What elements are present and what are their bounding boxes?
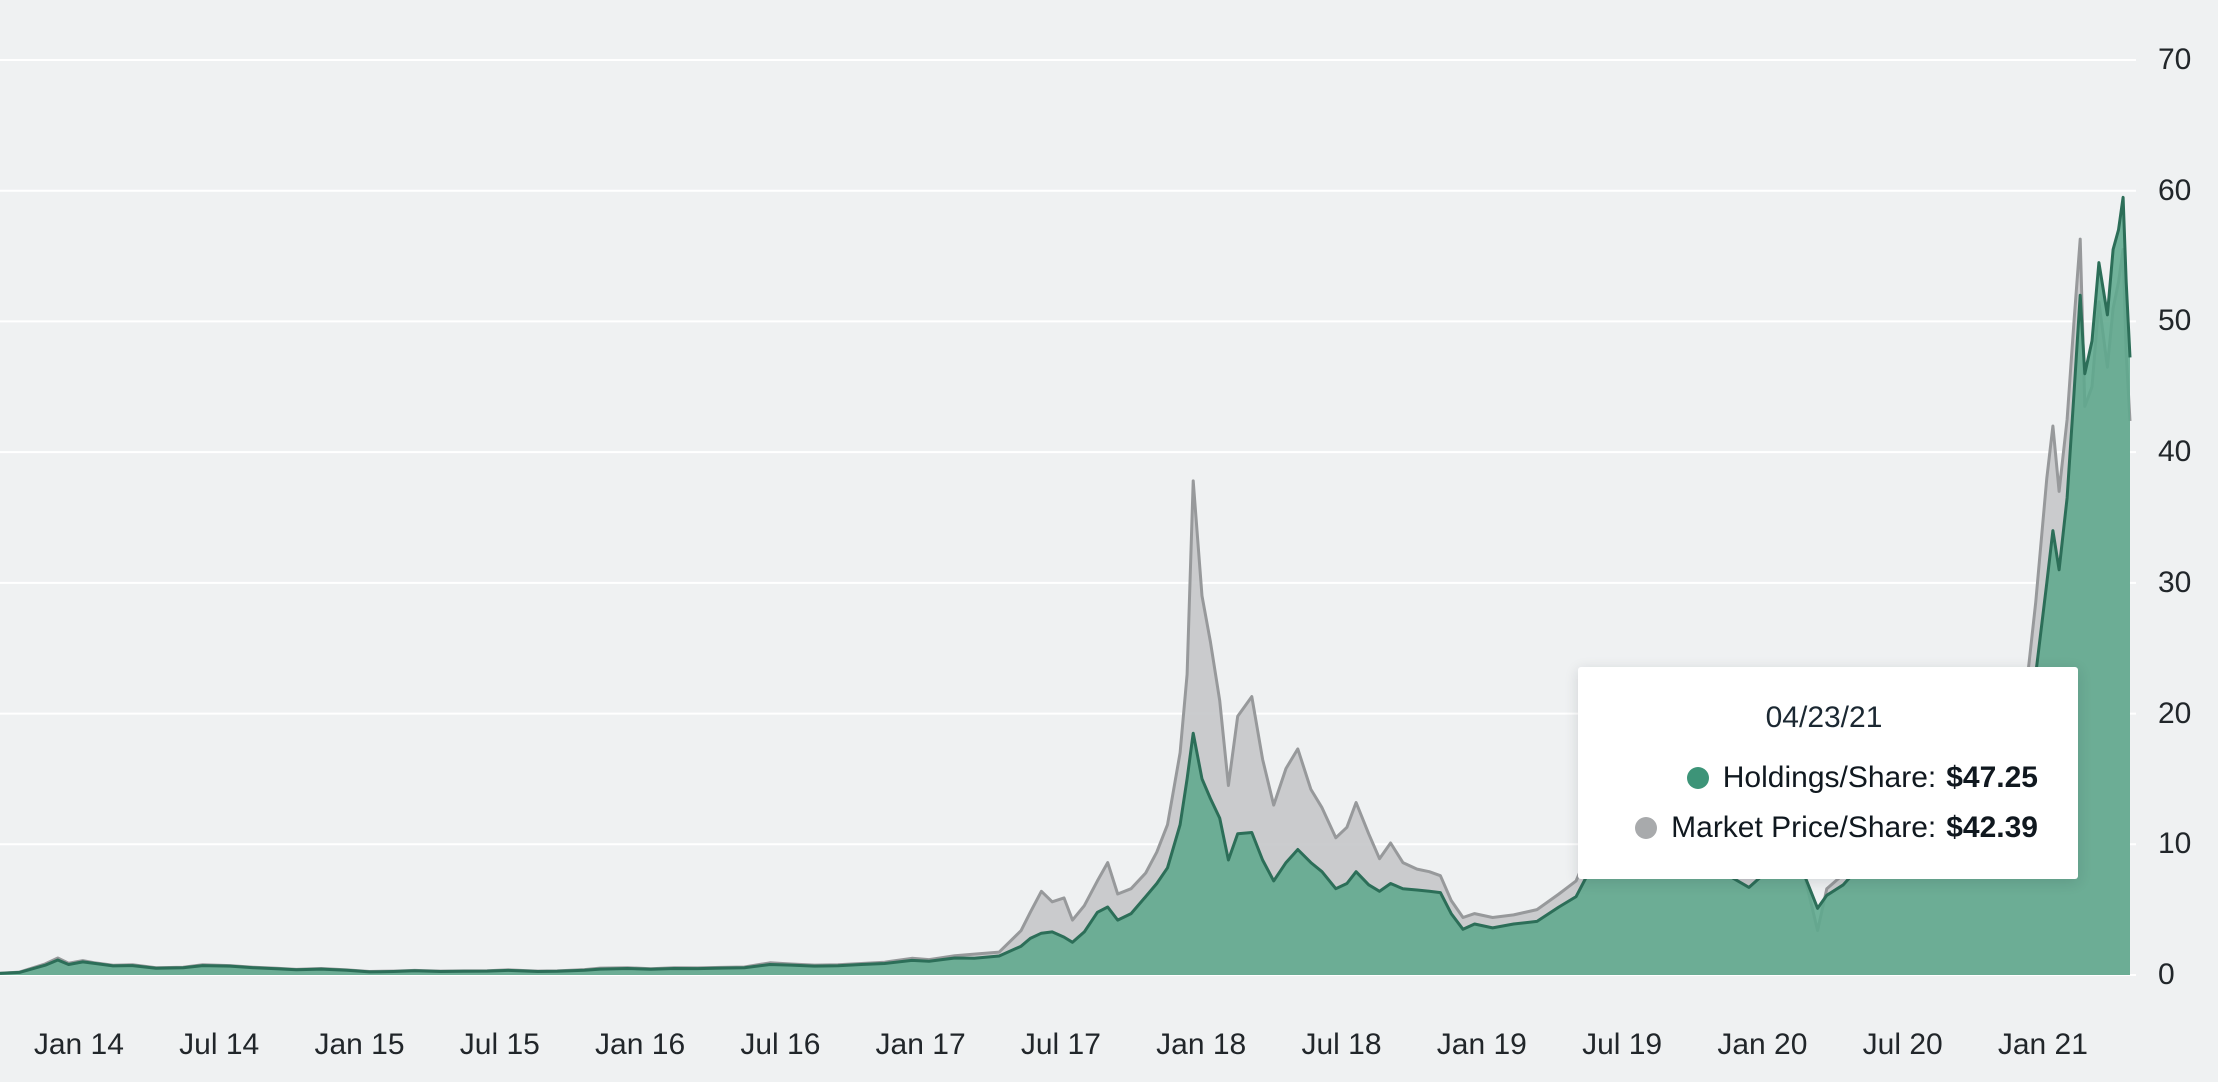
gridlines — [0, 59, 2136, 976]
market-series-dot — [1635, 817, 1658, 839]
tooltip-holdings-label: Holdings/Share: — [1722, 761, 1937, 794]
tooltip-holdings-value: $47.25 — [1946, 761, 2038, 794]
tooltip-market-label: Market Price/Share: — [1671, 811, 1937, 844]
tooltip-row-holdings: Holdings/Share: $47.25 — [1610, 761, 2038, 795]
holdings-series-dot — [1686, 767, 1709, 789]
tooltip-row-market: Market Price/Share: $42.39 — [1610, 811, 2038, 845]
tooltip-date: 04/23/21 — [1765, 701, 1883, 734]
chart-tooltip: 04/23/21 Holdings/Share: $47.25 Market P… — [1578, 667, 2078, 879]
holdings-area — [0, 197, 2130, 976]
tooltip-market-value: $42.39 — [1946, 811, 2038, 844]
